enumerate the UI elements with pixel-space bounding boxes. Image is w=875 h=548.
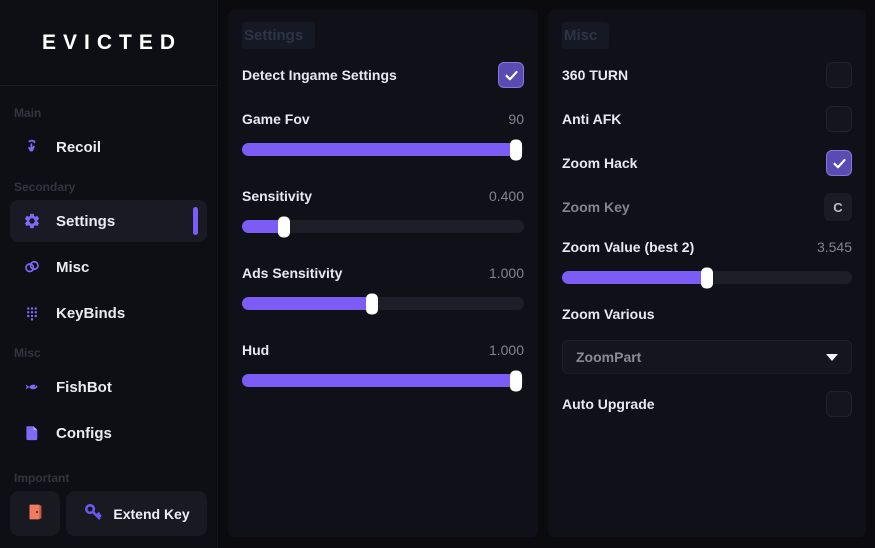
sensitivity-value: 0.400 xyxy=(488,188,524,204)
ads-sensitivity-label: Ads Sensitivity xyxy=(242,265,343,281)
sensitivity-group: Sensitivity 0.400 xyxy=(242,182,524,249)
rings-icon xyxy=(22,257,42,277)
sensitivity-label: Sensitivity xyxy=(242,188,313,204)
slider-handle[interactable] xyxy=(278,216,291,237)
sidebar-item-keybinds[interactable]: KeyBinds xyxy=(10,292,207,334)
auto-upgrade-label: Auto Upgrade xyxy=(562,396,655,412)
game-fov-label: Game Fov xyxy=(242,111,310,127)
zoom-hack-row: Zoom Hack xyxy=(562,149,852,177)
hud-slider[interactable] xyxy=(242,370,524,391)
detect-ingame-checkbox[interactable] xyxy=(498,62,524,88)
checkmark-icon xyxy=(832,158,846,168)
sidebar-item-configs[interactable]: Configs xyxy=(10,412,207,454)
sidebar-item-misc[interactable]: Misc xyxy=(10,246,207,288)
anti-afk-label: Anti AFK xyxy=(562,111,622,127)
sidebar-item-label: Recoil xyxy=(56,138,102,156)
extend-key-label: Extend Key xyxy=(113,505,190,522)
sidebar-item-label: FishBot xyxy=(56,378,112,396)
hud-value: 1.000 xyxy=(488,342,524,358)
zoom-key-bind-button[interactable]: C xyxy=(824,193,852,221)
zoom-various-dropdown[interactable]: ZoomPart xyxy=(562,340,852,374)
detect-ingame-row: Detect Ingame Settings xyxy=(242,61,524,89)
extend-key-button[interactable]: Extend Key xyxy=(66,491,207,536)
ads-sensitivity-slider[interactable] xyxy=(242,293,524,314)
zoom-hack-label: Zoom Hack xyxy=(562,155,638,171)
section-label-main: Main xyxy=(14,106,42,120)
sidebar-item-recoil[interactable]: Recoil xyxy=(10,126,207,168)
ads-sensitivity-group: Ads Sensitivity 1.000 xyxy=(242,259,524,326)
app-logo: EVICTED xyxy=(41,30,182,54)
slider-handle[interactable] xyxy=(365,293,378,314)
slider-fill xyxy=(562,271,707,284)
main-content: Settings Detect Ingame Settings Game Fov… xyxy=(218,0,875,548)
zoom-value-value: 3.545 xyxy=(816,239,852,255)
exit-button[interactable] xyxy=(10,491,60,536)
auto-upgrade-row: Auto Upgrade xyxy=(562,390,852,418)
zoom-various-selected: ZoomPart xyxy=(576,349,642,365)
hud-group: Hud 1.000 xyxy=(242,336,524,403)
turn-360-label: 360 TURN xyxy=(562,67,629,83)
sidebar-item-fishbot[interactable]: FishBot xyxy=(10,366,207,408)
zoom-value-group: Zoom Value (best 2) 3.545 xyxy=(562,233,852,300)
turn-360-row: 360 TURN xyxy=(562,61,852,89)
sidebar-item-label: Misc xyxy=(56,258,90,276)
section-label-misc: Misc xyxy=(14,346,41,360)
detect-ingame-label: Detect Ingame Settings xyxy=(242,67,397,83)
sidebar-item-label: Configs xyxy=(56,424,112,442)
door-exit-icon xyxy=(24,501,46,526)
gear-icon xyxy=(22,211,42,231)
sidebar: EVICTED Main Recoil Secondary xyxy=(0,0,218,548)
logo-area: EVICTED xyxy=(0,0,217,86)
section-label-secondary: Secondary xyxy=(14,180,76,194)
sidebar-nav: Main Recoil Secondary xyxy=(0,86,217,459)
sidebar-item-settings[interactable]: Settings xyxy=(10,200,207,242)
chevron-down-icon xyxy=(826,353,838,361)
zoom-various-label: Zoom Various xyxy=(562,306,655,322)
zoom-key-row: Zoom Key C xyxy=(562,193,852,221)
slider-handle[interactable] xyxy=(701,267,713,288)
misc-panel: Misc 360 TURN Anti AFK Zoom Hack xyxy=(548,10,866,537)
slider-fill xyxy=(242,143,516,156)
anti-afk-checkbox[interactable] xyxy=(826,106,852,132)
game-fov-slider[interactable] xyxy=(242,139,524,160)
zoom-value-slider[interactable] xyxy=(562,267,852,288)
slider-fill xyxy=(242,374,516,387)
slider-fill xyxy=(242,220,285,233)
key-icon xyxy=(83,502,103,525)
slider-handle[interactable] xyxy=(509,370,522,391)
zoom-value-label: Zoom Value (best 2) xyxy=(562,239,695,255)
slider-fill xyxy=(242,297,372,310)
misc-panel-title: Misc xyxy=(562,22,610,49)
hud-label: Hud xyxy=(242,342,270,358)
fish-icon xyxy=(22,377,42,397)
checkmark-icon xyxy=(504,70,518,80)
auto-upgrade-checkbox[interactable] xyxy=(826,391,852,417)
recoil-tap-icon xyxy=(22,137,42,157)
settings-panel-title: Settings xyxy=(242,22,316,49)
keypad-icon xyxy=(22,303,42,323)
zoom-various-row: Zoom Various xyxy=(562,300,852,328)
ads-sensitivity-value: 1.000 xyxy=(488,265,524,281)
turn-360-checkbox[interactable] xyxy=(826,62,852,88)
game-fov-value: 90 xyxy=(508,111,524,127)
sidebar-item-label: Settings xyxy=(56,212,116,230)
sidebar-item-label: KeyBinds xyxy=(56,304,126,322)
sidebar-footer: Important xyxy=(0,459,217,548)
file-icon xyxy=(22,423,42,443)
sensitivity-slider[interactable] xyxy=(242,216,524,237)
zoom-key-label: Zoom Key xyxy=(562,199,630,215)
game-fov-group: Game Fov 90 xyxy=(242,105,524,172)
section-label-important: Important xyxy=(14,471,70,485)
slider-handle[interactable] xyxy=(509,139,522,160)
anti-afk-row: Anti AFK xyxy=(562,105,852,133)
zoom-hack-checkbox[interactable] xyxy=(826,150,852,176)
settings-panel: Settings Detect Ingame Settings Game Fov… xyxy=(228,10,538,537)
